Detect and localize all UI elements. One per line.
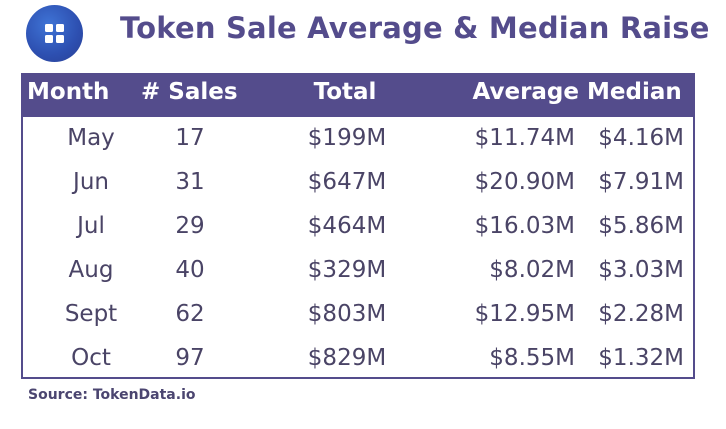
cell-sales: 17 [175,125,205,151]
cell-total: $199M [307,125,387,151]
cell-average: $20.90M [474,169,575,195]
cell-sales: 62 [175,301,205,327]
source-note: Source: TokenData.io [28,387,196,403]
column-header-month: Month [27,79,110,105]
cell-median: $3.03M [598,257,684,283]
column-header-sales: # Sales [141,79,238,105]
cell-average: $16.03M [474,213,575,239]
cell-month: Jun [73,169,109,195]
table-row: Jul 29 $464M $16.03M $5.86M [23,205,693,249]
cell-month: Jul [77,213,105,239]
table-row: Sept 62 $803M $12.95M $2.28M [23,293,693,337]
column-header-median: Median [587,79,682,105]
cell-month: May [67,125,115,151]
cell-median: $7.91M [598,169,684,195]
grid-icon [45,24,64,43]
cell-average: $11.74M [474,125,575,151]
cell-average: $8.02M [489,257,575,283]
table-row: Aug 40 $329M $8.02M $3.03M [23,249,693,293]
logo [26,5,83,62]
cell-median: $4.16M [598,125,684,151]
cell-month: Sept [64,301,118,327]
cell-total: $464M [307,213,387,239]
cell-month: Oct [71,345,111,371]
table-row: May 17 $199M $11.74M $4.16M [23,117,693,161]
cell-median: $2.28M [598,301,684,327]
cell-total: $803M [307,301,387,327]
cell-total: $647M [307,169,387,195]
table-row: Jun 31 $647M $20.90M $7.91M [23,161,693,205]
cell-sales: 31 [175,169,205,195]
data-table: Month # Sales Total Average Median May 1… [21,73,695,379]
cell-average: $8.55M [489,345,575,371]
table-header: Month # Sales Total Average Median [21,73,695,117]
column-header-total: Total [313,79,377,105]
cell-average: $12.95M [474,301,575,327]
cell-total: $329M [307,257,387,283]
table-row: Oct 97 $829M $8.55M $1.32M [23,337,693,381]
cell-month: Aug [68,257,114,283]
cell-median: $5.86M [598,213,684,239]
cell-sales: 29 [175,213,205,239]
cell-total: $829M [307,345,387,371]
column-header-average: Average [472,79,580,105]
cell-sales: 40 [175,257,205,283]
cell-median: $1.32M [598,345,684,371]
page-title: Token Sale Average & Median Raise [120,11,710,45]
cell-sales: 97 [175,345,205,371]
